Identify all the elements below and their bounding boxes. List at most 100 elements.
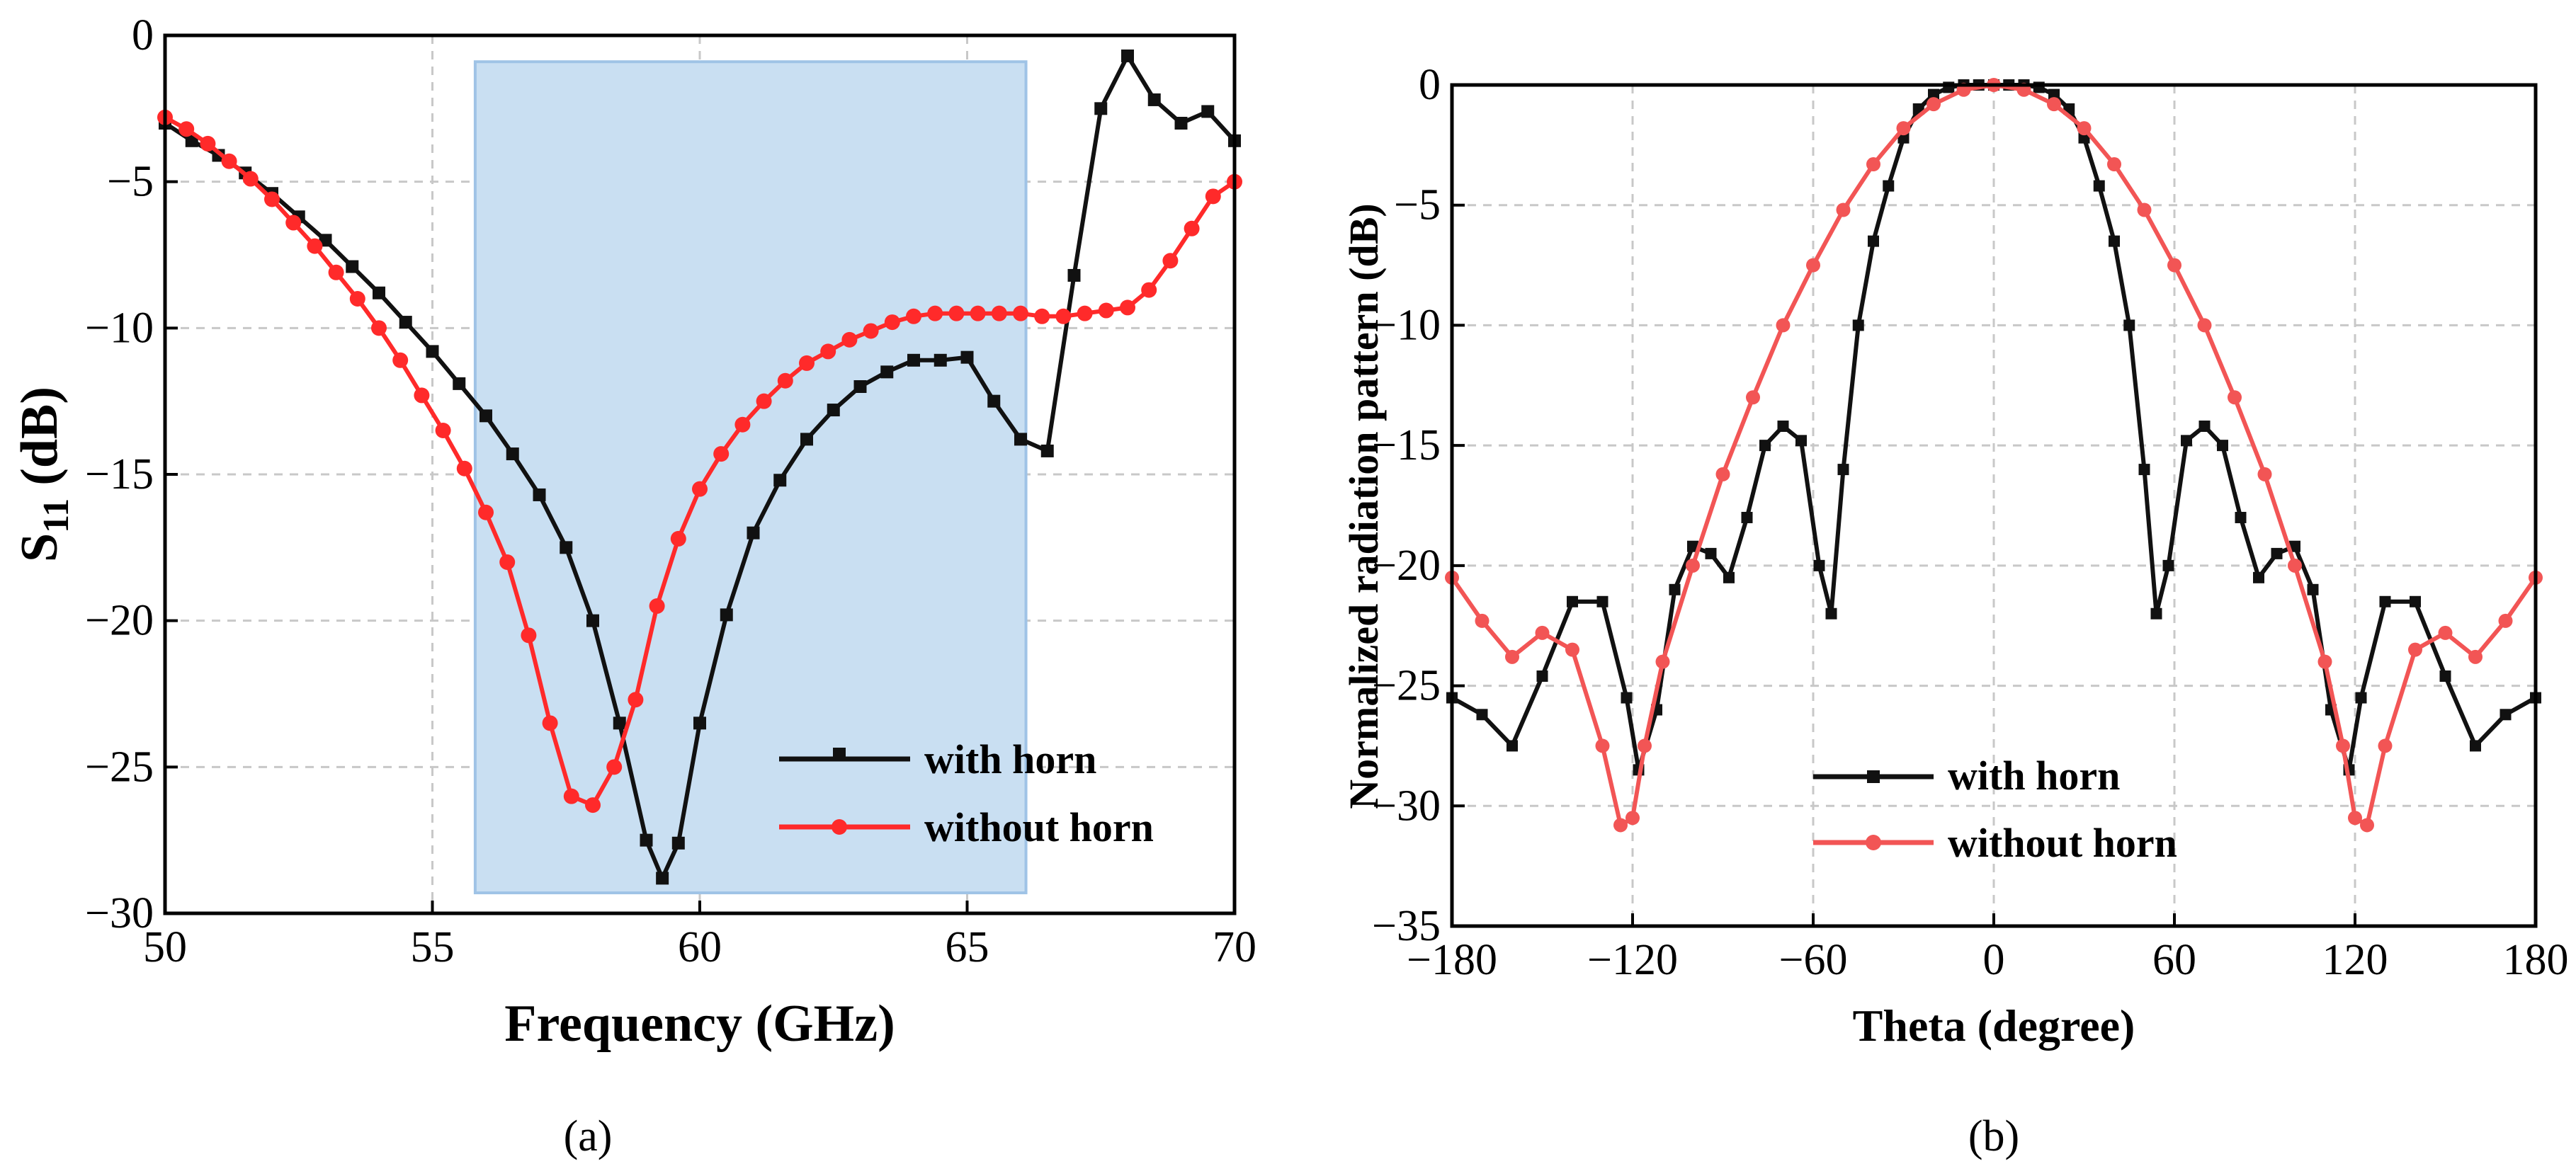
chart-b-series-0-point-4 — [1567, 595, 1578, 607]
chart-b-series-1-point-10 — [1686, 558, 1700, 573]
chart-b-series-0-point-47 — [2271, 547, 2283, 559]
chart-b-series-1-point-37 — [2438, 625, 2453, 640]
chart-b-xtick-label-4: 60 — [2152, 936, 2196, 984]
chart-a-series-1-point-9 — [349, 291, 365, 307]
chart-b-ytick-label-3: −15 — [1372, 421, 1441, 469]
chart-a-x-axis-label: Frequency (GHz) — [504, 995, 895, 1053]
legend-b-without-horn-marker — [1866, 835, 1881, 850]
chart-a-series-1-point-37 — [948, 305, 965, 321]
chart-b-series-1-point-5 — [1595, 738, 1610, 753]
chart-a-series-0-point-1 — [185, 134, 198, 147]
chart-b-series-0-point-37 — [2109, 235, 2120, 247]
legend-b-without-horn-label: without horn — [1948, 820, 2177, 866]
chart-b-ytick-label-5: −25 — [1372, 662, 1441, 710]
chart-b-series-1-point-29 — [2257, 467, 2272, 481]
chart-a-ytick-label-0: 0 — [132, 11, 154, 59]
chart-a-xtick-label-2: 60 — [678, 923, 722, 971]
chart-b-series-1-point-35 — [2378, 738, 2393, 753]
chart-a-series-0-point-16 — [586, 614, 599, 627]
chart-b-series-1-point-28 — [2228, 390, 2242, 405]
chart-a-series-1-point-48 — [1184, 220, 1200, 236]
chart-a: 50 55 60 65 70 0 −5 −10 −15 −20 −25 −30 Frequency (… — [11, 11, 1256, 1160]
chart-a-series-1-point-21 — [606, 759, 623, 775]
chart-b-series-1-point-6 — [1613, 818, 1628, 833]
chart-a-series-0-point-6 — [319, 234, 332, 247]
chart-b-series-1-point-11 — [1715, 467, 1730, 481]
chart-a-series-1-point-49 — [1205, 188, 1221, 205]
chart-a-series-1-point-1 — [178, 121, 195, 137]
chart-a-shaded-band — [473, 60, 1028, 895]
chart-a-series-1-point-17 — [521, 627, 537, 644]
chart-a-series-1-point-25 — [692, 481, 708, 497]
chart-b-series-1-point-25 — [2137, 202, 2152, 217]
chart-b-series-1-point-12 — [1746, 390, 1760, 405]
chart-a-series-1-point-20 — [585, 797, 601, 814]
chart-a-series-1-point-42 — [1055, 308, 1072, 324]
chart-b-xtick-label-1: −120 — [1587, 936, 1678, 984]
chart-a-series-1-point-47 — [1162, 253, 1179, 269]
chart-b-series-1-point-36 — [2408, 642, 2422, 657]
chart-a-series-1-point-26 — [713, 446, 730, 462]
chart-a-series-0-point-23 — [747, 526, 760, 540]
chart-a-xtick-label-3: 65 — [946, 923, 989, 971]
chart-b-series-1-point-17 — [1896, 121, 1911, 136]
chart-b-series-0-point-5 — [1596, 595, 1608, 607]
chart-b-series-0-point-17 — [1813, 559, 1825, 571]
chart-b-series-1-point-23 — [2077, 121, 2092, 136]
chart-a-series-0-point-32 — [987, 394, 1001, 408]
chart-a-xtick-label-4: 70 — [1213, 923, 1256, 971]
chart-a-series-0-point-8 — [373, 286, 385, 299]
chart-a-series-0-point-35 — [1067, 268, 1081, 282]
legend-a-with-horn-label: with horn — [924, 736, 1096, 782]
chart-b-series-1-point-27 — [2197, 318, 2212, 333]
chart-a-series-1-point-46 — [1141, 282, 1157, 298]
chart-a-series-0-point-29 — [907, 353, 920, 367]
chart-b-series-0-point-16 — [1795, 435, 1807, 447]
chart-a-series-1-point-30 — [799, 355, 815, 371]
chart-b-series-1-point-1 — [1475, 613, 1490, 628]
chart-b-series-1-point-16 — [1866, 157, 1880, 172]
chart-a-series-1-point-10 — [371, 320, 387, 336]
chart-a-series-0-point-38 — [1147, 93, 1161, 106]
chart-a-y-axis-label: S11(dB) — [11, 387, 76, 562]
chart-b-ytick-label-2: −10 — [1372, 301, 1441, 349]
chart-b-series-0-point-10 — [1687, 540, 1698, 552]
chart-a-ytick-label-4: −20 — [85, 597, 154, 645]
chart-b-series-1-point-38 — [2468, 649, 2483, 664]
chart-b-series-0-point-25 — [1928, 89, 1939, 101]
chart-a-series-1-point-40 — [1013, 305, 1028, 321]
chart-b-series-0-point-6 — [1621, 692, 1633, 704]
chart-a-series-1-point-6 — [285, 215, 302, 231]
chart-a-series-1-point-4 — [242, 171, 259, 187]
chart-b-series-0-point-44 — [2217, 440, 2228, 452]
legend-a-with-horn-marker — [833, 748, 846, 760]
chart-b-x-axis-label: Theta (degree) — [1853, 1000, 2135, 1051]
chart-a-series-0-point-34 — [1040, 444, 1054, 457]
chart-b-caption: (b) — [1968, 1112, 2019, 1160]
chart-b-series-1-point-13 — [1776, 318, 1791, 333]
chart-b-y-axis-label: Normalized radiation pattern (dB) — [1341, 203, 1387, 809]
chart-a-legend: with horn without horn — [779, 736, 1154, 850]
chart-b-series-0-point-57 — [2500, 709, 2512, 721]
chart-a-series-1-point-18 — [542, 715, 558, 731]
chart-a-series-1-point-39 — [991, 305, 1007, 321]
chart-a-series-1-point-33 — [863, 323, 879, 339]
chart-a-ticks: 50 55 60 65 70 0 −5 −10 −15 −20 −25 −30 — [85, 11, 1256, 971]
chart-b-series-0-point-46 — [2253, 571, 2264, 583]
chart-a-series-0-point-13 — [506, 447, 519, 461]
chart-b-series-0-point-55 — [2439, 670, 2451, 682]
chart-b-series-0-point-23 — [1897, 132, 1910, 144]
chart-a-series-0-point-25 — [800, 433, 813, 446]
chart-b-series-0-point-33 — [2048, 89, 2060, 101]
chart-a-series-0-point-15 — [560, 541, 573, 554]
chart-b: −180 −120 −60 0 60 120 180 0 −5 −10 −15 −20 −25 −30 −3… — [1341, 61, 2569, 1160]
chart-b-series-0-point-36 — [2093, 180, 2105, 192]
chart-a-series-0-point-19 — [656, 872, 669, 885]
chart-a-series-0-point-10 — [426, 345, 439, 358]
legend-a-without-horn-marker — [832, 819, 847, 835]
chart-b-series-1-point-15 — [1836, 202, 1851, 217]
chart-a-series-1-point-12 — [414, 387, 430, 404]
chart-b-legend: with horn without horn — [1813, 753, 2177, 866]
chart-a-series-0-point-22 — [720, 608, 733, 622]
chart-a-xtick-label-1: 55 — [411, 923, 455, 971]
